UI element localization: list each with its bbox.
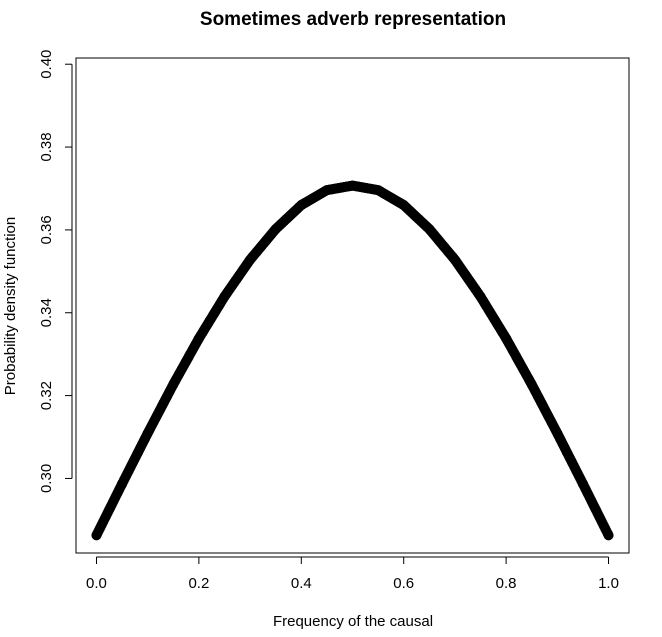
x-tick-label: 1.0 xyxy=(598,575,619,592)
x-tick-label: 0.2 xyxy=(188,575,209,592)
x-axis: 0.0 0.2 0.4 0.6 0.8 1.0 xyxy=(86,556,619,592)
x-tick-label: 0.8 xyxy=(496,575,517,592)
y-tick-label: 0.36 xyxy=(38,215,55,244)
x-tick-label: 0.0 xyxy=(86,575,107,592)
x-tick-label: 0.6 xyxy=(393,575,414,592)
y-tick-label: 0.30 xyxy=(38,464,55,493)
y-axis-label: Probability density function xyxy=(2,217,19,395)
y-tick-label: 0.38 xyxy=(38,132,55,161)
y-tick-label: 0.34 xyxy=(38,298,55,327)
y-tick-label: 0.40 xyxy=(38,50,55,79)
plot-frame xyxy=(75,57,630,554)
data-points xyxy=(91,180,614,541)
data-point xyxy=(603,530,614,541)
x-axis-label: Frequency of the causal xyxy=(273,613,433,630)
y-tick-label: 0.32 xyxy=(38,381,55,410)
y-axis: 0.30 0.32 0.34 0.36 0.38 0.40 xyxy=(38,50,73,493)
x-tick-label: 0.4 xyxy=(291,575,312,592)
chart-title: Sometimes adverb representation xyxy=(200,9,506,30)
